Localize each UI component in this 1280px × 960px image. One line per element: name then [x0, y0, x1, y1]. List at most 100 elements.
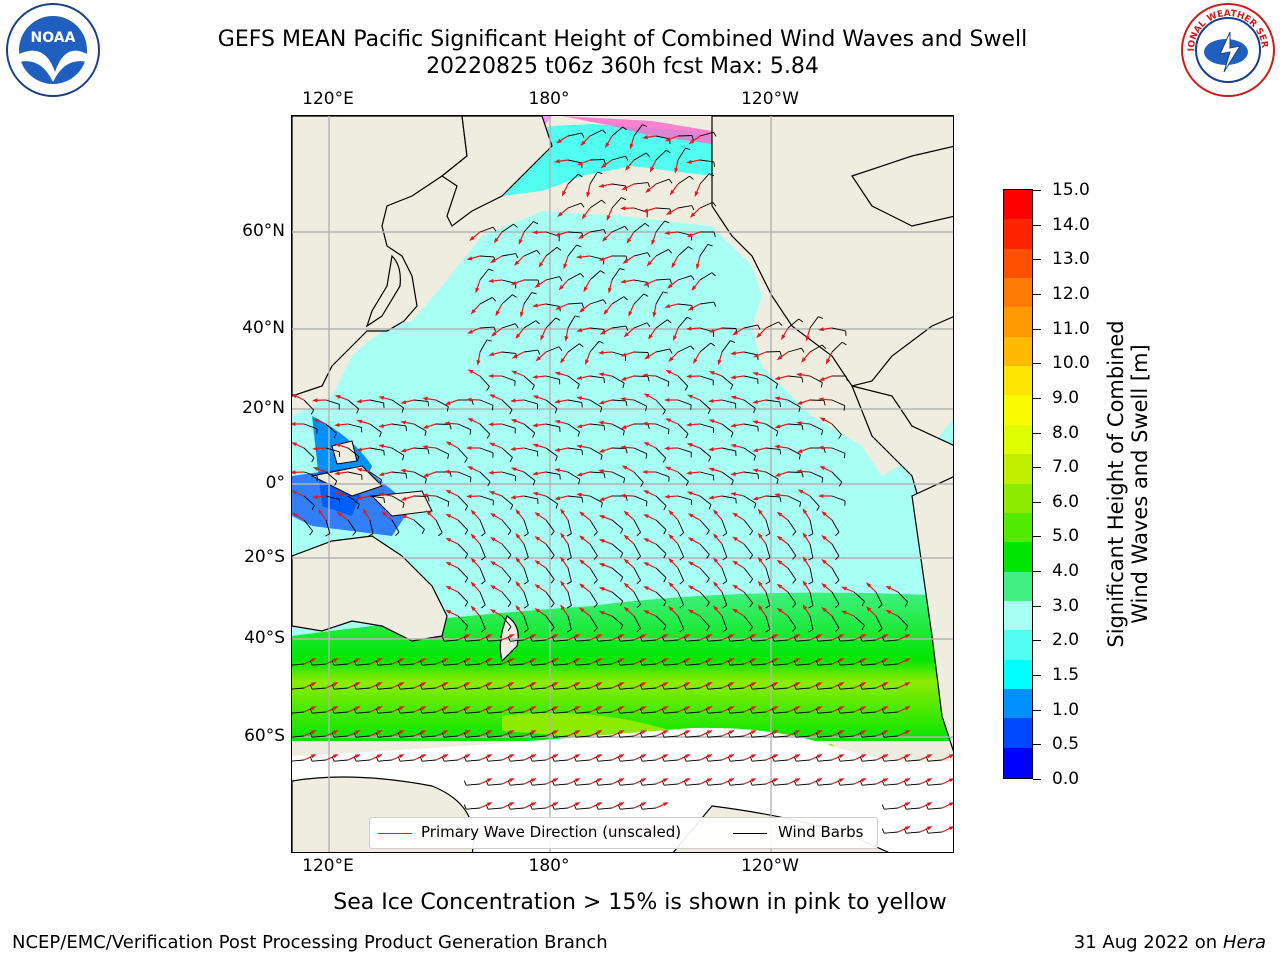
- wind-barb-feather: [507, 530, 512, 536]
- colorbar-tick-label: 13.0: [1052, 249, 1090, 270]
- wind-barb: [523, 543, 529, 558]
- wave-direction-arrow: [690, 514, 701, 521]
- wind-barb-feather: [861, 625, 865, 631]
- wind-barb-feather: [507, 708, 511, 714]
- wave-direction-arrow: [611, 803, 622, 809]
- wave-direction-arrowhead: [467, 417, 474, 423]
- wave-direction-arrow: [435, 731, 446, 737]
- wave-direction-arrowhead: [334, 422, 340, 427]
- wave-direction-arrow: [558, 231, 569, 236]
- wind-barb: [611, 296, 625, 305]
- noaa-logo: NOAA: [5, 2, 101, 98]
- wave-direction-arrowhead: [578, 583, 585, 589]
- wave-direction-arrowhead: [948, 826, 953, 831]
- wave-direction-arrow: [624, 423, 635, 428]
- wind-barb-feather: [843, 453, 846, 459]
- wave-direction-arrow: [471, 231, 481, 239]
- wave-direction-arrow: [536, 303, 547, 307]
- wind-barb-feather: [573, 756, 577, 762]
- wind-barb: [765, 543, 771, 558]
- wave-direction-arrow: [602, 612, 613, 617]
- wave-direction-arrowhead: [378, 423, 385, 428]
- wave-direction-arrowhead: [599, 330, 606, 335]
- wind-barb-feather: [397, 660, 401, 666]
- wave-direction-arrow: [692, 207, 701, 216]
- wave-direction-arrow: [743, 707, 754, 713]
- wind-barb: [312, 735, 327, 738]
- wave-direction-arrowhead: [422, 424, 429, 429]
- wave-direction-arrow: [721, 707, 732, 713]
- wave-direction-arrowhead: [466, 445, 472, 451]
- wind-barb-feather: [535, 320, 540, 325]
- wave-direction-arrowhead: [882, 754, 889, 759]
- wind-barb-feather: [580, 273, 585, 278]
- wind-barb: [875, 615, 883, 629]
- wind-barb-feather: [808, 557, 814, 561]
- wave-direction-arrowhead: [620, 445, 626, 450]
- wind-barb: [545, 567, 555, 580]
- wind-barb: [435, 495, 449, 503]
- wind-barb: [567, 173, 579, 185]
- wave-direction-arrowhead: [486, 658, 493, 663]
- wave-direction-arrow: [721, 731, 732, 737]
- wind-barb: [633, 279, 648, 283]
- colorbar-segment: [1004, 278, 1032, 308]
- wave-direction-arrow: [559, 135, 569, 142]
- wave-direction-arrowhead: [713, 581, 719, 587]
- wave-direction-arrowhead: [750, 634, 757, 639]
- wave-direction-arrow: [809, 707, 820, 713]
- wave-direction-arrowhead: [445, 489, 452, 495]
- wind-barb: [422, 711, 437, 714]
- wave-direction-arrow: [404, 447, 415, 452]
- wind-barb: [589, 471, 604, 474]
- wind-barb-feather: [881, 780, 885, 786]
- wave-direction-arrow: [646, 207, 657, 212]
- wind-barb-feather: [625, 495, 628, 501]
- wave-direction-arrowhead: [378, 395, 385, 400]
- wave-direction-arrow: [897, 683, 908, 689]
- wave-direction-arrowhead: [621, 465, 628, 470]
- wind-barb: [589, 591, 598, 605]
- wave-direction-arrow: [545, 779, 556, 785]
- wave-direction-arrow: [712, 327, 723, 332]
- wave-direction-arrowhead: [598, 587, 605, 591]
- wind-barb: [853, 591, 865, 602]
- wave-direction-arrowhead: [586, 191, 591, 198]
- wave-direction-arrow: [472, 536, 481, 545]
- wind-barb: [466, 663, 481, 666]
- wave-direction-arrow: [338, 492, 349, 497]
- wind-barb: [567, 202, 582, 209]
- wave-direction-arrow: [630, 135, 635, 146]
- wind-barb: [488, 663, 503, 666]
- wind-barb-feather: [881, 660, 885, 666]
- wave-direction-arrow: [601, 351, 613, 354]
- wind-barb-feather: [603, 159, 606, 165]
- wind-barb-feather: [713, 131, 717, 137]
- lat-label-0: 0°: [265, 473, 285, 493]
- wind-barb: [655, 447, 667, 459]
- wind-barb: [303, 447, 315, 459]
- wave-direction-arrowhead: [470, 509, 476, 516]
- wave-direction-arrowhead: [486, 730, 493, 735]
- wind-barb-feather: [471, 399, 474, 405]
- wave-direction-arrow: [799, 422, 811, 425]
- wave-direction-arrowhead: [948, 802, 953, 807]
- wind-barb: [532, 687, 547, 690]
- wave-direction-arrow: [303, 659, 314, 665]
- wind-barb-feather: [753, 455, 757, 461]
- wave-direction-arrowhead: [904, 730, 911, 735]
- wave-direction-arrow: [809, 755, 820, 761]
- wave-direction-arrowhead: [401, 514, 407, 519]
- wave-direction-arrow: [404, 470, 415, 473]
- wind-barb: [774, 783, 789, 786]
- wind-barb-feather: [375, 732, 379, 738]
- colorbar-segment: [1004, 248, 1032, 279]
- colorbar-tick-label: 8.0: [1052, 422, 1080, 443]
- wind-barb-feather: [601, 199, 606, 204]
- wave-direction-arrow: [756, 372, 767, 377]
- wind-barb-feather: [663, 553, 667, 559]
- wave-direction-arrowhead: [466, 397, 472, 402]
- wind-barb-feather: [598, 340, 604, 344]
- wave-direction-arrowhead: [671, 262, 676, 269]
- wind-barb-feather: [727, 636, 731, 642]
